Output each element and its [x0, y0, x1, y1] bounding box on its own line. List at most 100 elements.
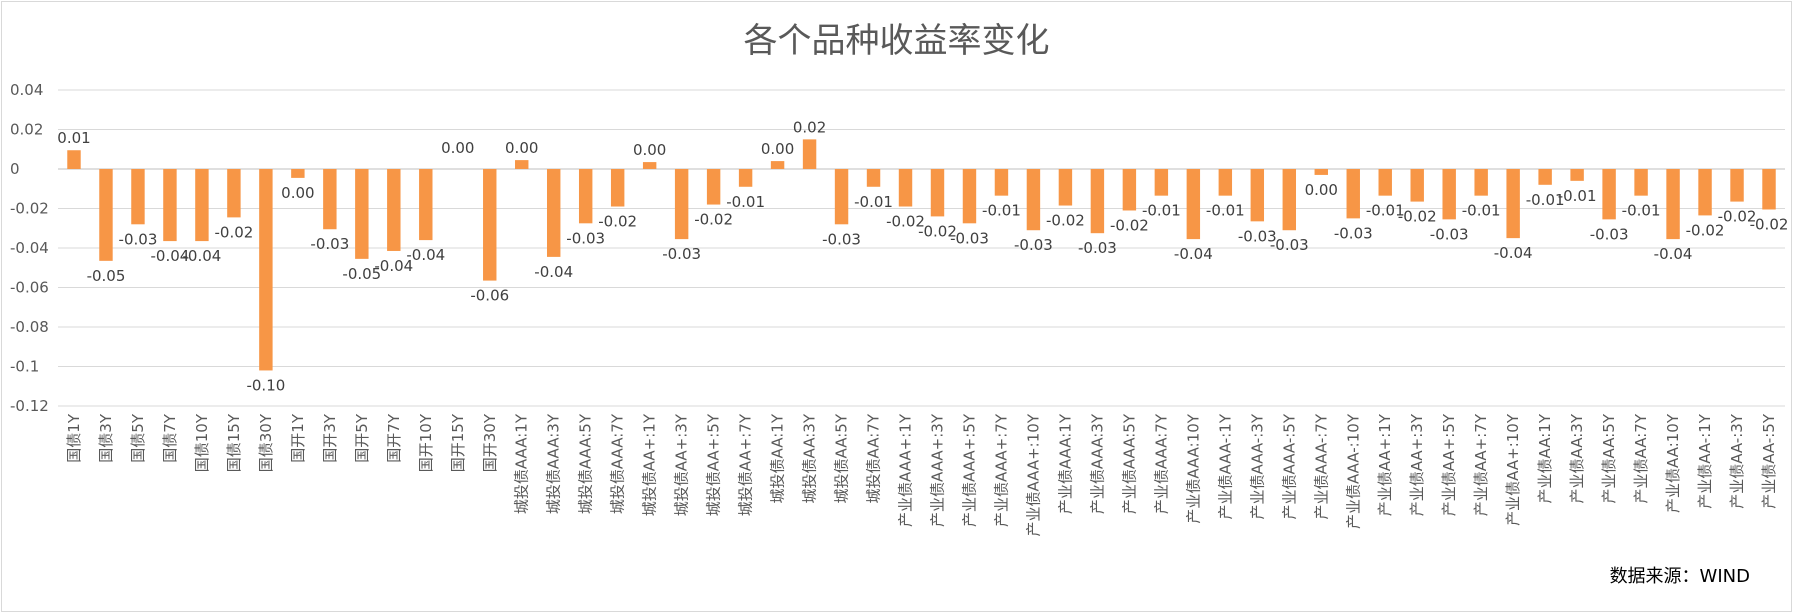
bar [834, 169, 849, 225]
x-tick-label: 国开3Y [321, 413, 339, 463]
x-tick-label: 国债10Y [193, 413, 211, 472]
data-label: -0.04 [151, 247, 190, 265]
x-tick-label: 城投债AA+:5Y [705, 413, 723, 516]
bar [1218, 169, 1233, 196]
data-label: -0.01 [1622, 202, 1661, 220]
bar [1730, 169, 1744, 202]
x-tick-label: 城投债AA:3Y [801, 413, 819, 503]
bar [1698, 169, 1712, 216]
bar [291, 169, 305, 178]
x-tick-label: 产业债AAA-:3Y [1248, 413, 1266, 519]
x-tick-label: 国开5Y [353, 413, 371, 463]
x-tick-label: 城投债AAA:1Y [513, 413, 531, 514]
bar [610, 169, 625, 207]
x-tick-label: 产业债AAA+:3Y [928, 413, 946, 527]
x-tick-label: 产业债AA-:3Y [1728, 413, 1746, 509]
bar [738, 169, 753, 187]
x-tick-label: 产业债AA+:3Y [1408, 413, 1426, 516]
y-tick-label: -0.08 [10, 318, 49, 336]
bar [578, 169, 593, 224]
data-label: -0.04 [374, 257, 413, 275]
x-tick-label: 产业债AAA+:7Y [992, 413, 1010, 527]
data-label: -0.06 [470, 287, 509, 305]
x-tick-label: 城投债AA+:3Y [673, 413, 691, 516]
data-label: -0.01 [1526, 191, 1565, 209]
bar [546, 169, 561, 257]
x-tick-label: 产业债AAA:10Y [1184, 413, 1202, 523]
data-label: -0.03 [310, 235, 349, 253]
x-tick-label: 产业债AA:3Y [1568, 413, 1586, 503]
x-tick-label: 城投债AAA:7Y [609, 413, 627, 514]
bar [323, 169, 337, 230]
x-tick-label: 城投债AA+:7Y [737, 413, 755, 516]
data-label: 0.00 [505, 139, 538, 157]
data-label: 0.00 [633, 141, 666, 159]
bar [483, 169, 497, 281]
bar [259, 169, 273, 371]
bar [227, 169, 241, 218]
x-tick-label: 产业债AAA-:5Y [1280, 413, 1298, 519]
x-tick-label: 城投债AAA:3Y [545, 413, 563, 514]
x-tick-label: 城投债AA:7Y [865, 413, 883, 503]
x-tick-label: 产业债AA+:10Y [1504, 413, 1522, 526]
data-label: -0.02 [598, 213, 637, 231]
x-tick-label: 国开10Y [417, 413, 435, 472]
bar [642, 162, 657, 169]
y-tick-label: 0.02 [10, 121, 43, 139]
x-tick-label: 城投债AA+:1Y [641, 413, 659, 516]
data-label: -0.03 [1334, 224, 1373, 242]
bar [994, 169, 1009, 196]
data-label: -0.01 [726, 193, 765, 211]
data-label: -0.02 [694, 211, 733, 229]
x-tick-label: 产业债AAA-:7Y [1312, 413, 1330, 519]
data-label: -0.03 [566, 229, 605, 247]
data-label: -0.01 [1206, 202, 1245, 220]
x-tick-label: 产业债AA:5Y [1600, 413, 1618, 503]
data-label: -0.03 [822, 230, 861, 248]
data-label: -0.03 [1270, 236, 1309, 254]
bar [1090, 169, 1105, 234]
y-tick-label: -0.1 [10, 358, 39, 376]
y-tick-label: -0.06 [10, 279, 49, 297]
data-label: -0.04 [1494, 244, 1533, 262]
data-label: 0.01 [57, 129, 90, 147]
data-label: -0.04 [534, 263, 573, 281]
data-label: -0.02 [1718, 208, 1757, 226]
data-label: -0.04 [1654, 245, 1693, 263]
bar [1506, 169, 1520, 239]
bar [1410, 169, 1424, 202]
bar [1570, 169, 1584, 181]
bar [131, 169, 145, 225]
data-label: -0.03 [119, 230, 158, 248]
bar [1122, 169, 1137, 211]
data-label: -0.01 [982, 202, 1021, 220]
data-label: -0.01 [854, 193, 893, 211]
data-label: -0.02 [1750, 215, 1789, 233]
data-label: -0.03 [1238, 227, 1277, 245]
x-tick-label: 城投债AA:5Y [833, 413, 851, 503]
x-tick-label: 产业债AAA:5Y [1120, 413, 1138, 514]
x-tick-label: 产业债AAA:1Y [1056, 413, 1074, 514]
data-label: 0.00 [761, 140, 794, 158]
bar [195, 169, 209, 242]
bar [1474, 169, 1488, 196]
bar [163, 169, 177, 242]
bar [866, 169, 881, 187]
bar [1314, 169, 1328, 175]
data-label: -0.03 [950, 229, 989, 247]
bar [1346, 169, 1360, 219]
data-label: -0.02 [886, 213, 925, 231]
bar [706, 169, 721, 205]
x-tick-label: 产业债AAA:3Y [1088, 413, 1106, 514]
data-label: -0.02 [1398, 208, 1437, 226]
x-tick-label: 产业债AAA-:1Y [1216, 413, 1234, 519]
bar [99, 169, 113, 261]
x-tick-label: 城投债AA:1Y [769, 413, 787, 503]
x-tick-label: 国债15Y [225, 413, 243, 472]
x-tick-label: 产业债AA+:7Y [1472, 413, 1490, 516]
data-label: -0.01 [1366, 202, 1405, 220]
data-label: -0.03 [1430, 225, 1469, 243]
x-tick-label: 产业债AA:7Y [1632, 413, 1650, 503]
